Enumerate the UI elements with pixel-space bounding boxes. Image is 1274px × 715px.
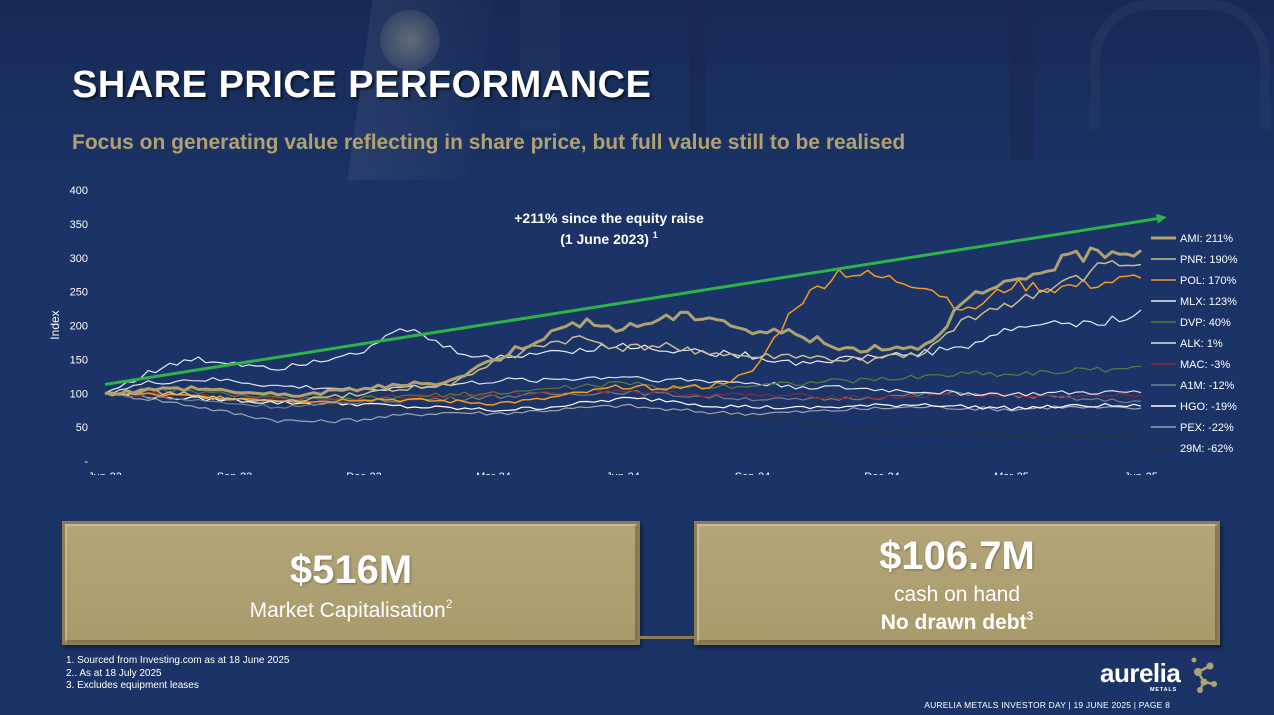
legend-label: AMI: 211% (1180, 233, 1233, 245)
bg-beam (1010, 0, 1034, 160)
share-price-chart: - 50 100 150 200 250 300 350 400 Jun-23 Sep-23 Dec… (48, 185, 1238, 475)
trend-arrow (104, 217, 1158, 386)
footnote: 3. Excludes equipment leases (66, 680, 199, 691)
legend-label: 29M: -62% (1180, 443, 1233, 455)
market-cap-value: $516M (289, 548, 413, 592)
y-axis-label: Index (48, 310, 62, 339)
market-cap-ref: 2 (445, 597, 453, 611)
debt-ref: 3 (1026, 609, 1034, 623)
legend-label: DVP: 40% (1180, 317, 1231, 329)
x-tick-label: Jun-23 (88, 471, 122, 475)
footnote: 2.. As at 18 July 2025 (66, 667, 162, 679)
legend-label: PEX: -22% (1180, 422, 1234, 434)
x-tick-label: Mar-25 (994, 471, 1029, 475)
bg-arch (1090, 0, 1270, 130)
y-tick-label: 100 (70, 388, 88, 400)
bg-light (380, 10, 440, 70)
legend-label: A1M: -12% (1180, 380, 1235, 392)
legend-label: ALK: 1% (1180, 338, 1223, 350)
logo-molecule-icon (1191, 657, 1217, 693)
footnote: 1. Sourced from Investing.com as at 18 J… (66, 655, 290, 666)
annotation-line2: (1 June 2023) 1 (560, 230, 658, 247)
market-cap-label-wrap: Market Capitalisation2 (65, 597, 637, 623)
series-line-pol (104, 268, 1142, 406)
annotation-line2-text: (1 June 2023) (560, 231, 649, 247)
x-axis: Jun-23 Sep-23 Dec-23 Mar-24 Jun-24 Sep-24 Dec-… (88, 471, 1158, 475)
header-background-photo (0, 0, 1274, 190)
legend-label: POL: 170% (1180, 275, 1236, 287)
y-tick-label: 200 (70, 321, 88, 333)
series-line-alk (104, 376, 1142, 397)
bg-beam (690, 0, 706, 150)
x-tick-label: Jun-25 (1124, 471, 1158, 475)
y-tick-label: 300 (70, 253, 88, 265)
series-line-a1m (104, 390, 1142, 409)
series-line-mlx (104, 309, 1142, 394)
y-tick-label: 350 (70, 219, 88, 231)
series-line-29m (104, 390, 1142, 439)
aurelia-logo: aurelia METALS (1100, 656, 1230, 696)
y-axis: - 50 100 150 200 250 300 350 400 (70, 185, 89, 468)
series-line-ami (104, 246, 1142, 398)
annotation-ref: 1 (653, 230, 658, 240)
y-tick-label: 400 (70, 185, 88, 197)
chart-legend: AMI: 211% PNR: 190% POL: 170% MLX: 123% DVP:… (1151, 233, 1238, 455)
x-tick-label: Jun-24 (606, 471, 640, 475)
y-tick-label: 50 (76, 422, 88, 434)
annotation: +211% since the equity raise (1 June 202… (104, 210, 1167, 386)
cash-card: $106.7M cash on hand No drawn debt3 (694, 521, 1220, 645)
legend-label: PNR: 190% (1180, 254, 1238, 266)
y-tick-label: 250 (70, 287, 88, 299)
x-tick-label: Sep-23 (217, 471, 252, 475)
market-cap-card: $516M Market Capitalisation2 (62, 521, 640, 645)
x-tick-label: Dec-23 (346, 471, 381, 475)
series-lines (104, 246, 1142, 439)
annotation-line1: +211% since the equity raise (514, 210, 704, 226)
x-tick-label: Sep-24 (735, 471, 770, 475)
series-line-hgo (104, 392, 1142, 412)
cash-value: $106.7M (879, 534, 1035, 578)
card-connector (637, 636, 694, 639)
market-cap-label: Market Capitalisation (249, 599, 446, 622)
trend-arrow-head (1156, 213, 1167, 224)
x-tick-label: Mar-24 (476, 471, 511, 475)
legend-label: MAC: -3% (1180, 359, 1230, 371)
logo-wordmark: aurelia (1100, 658, 1181, 688)
y-tick-label: - (84, 456, 88, 468)
y-tick-label: 150 (70, 354, 88, 366)
page-title: SHARE PRICE PERFORMANCE (72, 64, 652, 106)
logo-subtext: METALS (1150, 687, 1178, 693)
legend-label: MLX: 123% (1180, 296, 1237, 308)
series-line-pnr (104, 260, 1142, 403)
bg-beam (520, 0, 560, 130)
legend-label: HGO: -19% (1180, 401, 1237, 413)
debt-label: No drawn debt (880, 611, 1027, 634)
page-subtitle: Focus on generating value reflecting in … (72, 131, 906, 154)
x-tick-label: Dec-24 (864, 471, 899, 475)
footnotes: 1. Sourced from Investing.com as at 18 J… (66, 655, 289, 693)
cash-label: cash on hand (893, 583, 1021, 606)
series-line-dvp (104, 365, 1142, 402)
page-footer: AURELIA METALS INVESTOR DAY | 19 JUNE 20… (924, 700, 1170, 710)
debt-label-wrap: No drawn debt3 (697, 609, 1217, 635)
